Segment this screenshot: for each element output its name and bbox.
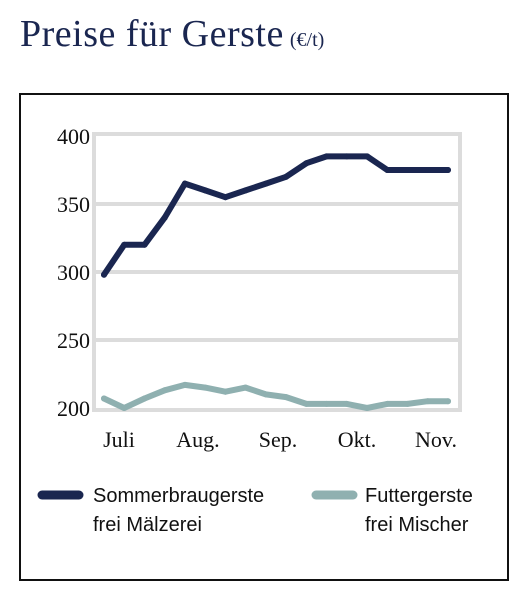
data-point [323, 153, 330, 160]
data-point [384, 400, 391, 407]
data-point [181, 381, 188, 388]
x-tick-label: Nov. [415, 427, 457, 452]
data-point [364, 405, 371, 411]
chart-frame [19, 93, 509, 581]
data-point [242, 187, 249, 194]
data-point [141, 241, 148, 248]
data-point [424, 167, 431, 173]
series-line-1 [101, 381, 451, 411]
x-tick-label: Aug. [176, 427, 219, 452]
y-tick-label: 200 [57, 396, 90, 421]
y-tick-label: 400 [57, 124, 90, 149]
x-tick-label: Juli [103, 427, 135, 452]
data-point [242, 384, 249, 391]
y-tick-label: 300 [57, 260, 90, 285]
series-line-0 [101, 153, 451, 278]
data-point [222, 388, 229, 395]
data-point [141, 395, 148, 402]
data-point [161, 387, 168, 394]
chart-unit: (€/t) [289, 29, 325, 51]
y-tick-label: 350 [57, 192, 90, 217]
data-point [343, 153, 350, 160]
data-point [323, 400, 330, 407]
data-point [202, 384, 209, 391]
data-point [222, 194, 229, 201]
x-axis-tick-labels: Juli Aug. Sep. Okt. Nov. [103, 427, 457, 452]
chart-title: Preise für Gerste [20, 13, 284, 55]
data-point [283, 394, 290, 401]
grid [92, 132, 462, 412]
data-point [404, 167, 411, 173]
y-tick-label: 250 [57, 328, 90, 353]
data-point [445, 167, 451, 173]
data-point [101, 395, 107, 402]
data-point [262, 391, 269, 398]
legend: Sommerbraugerste frei Mälzerei Futtergerst… [37, 485, 473, 536]
data-point [303, 400, 310, 407]
data-point [181, 180, 188, 187]
legend-label: frei Mälzerei [93, 514, 202, 536]
data-point [404, 400, 411, 407]
data-point [424, 398, 431, 405]
data-point [121, 241, 128, 248]
legend-label: Sommerbraugerste [93, 485, 264, 507]
data-point [445, 398, 451, 405]
data-point [384, 167, 391, 173]
legend-label: Futtergerste [365, 485, 473, 507]
x-tick-label: Sep. [259, 427, 298, 452]
data-point [262, 180, 269, 187]
data-point [161, 214, 168, 221]
data-point [364, 153, 371, 160]
data-point [121, 405, 128, 411]
legend-label: frei Mischer [365, 514, 469, 536]
data-point [101, 271, 107, 278]
data-point [303, 160, 310, 167]
y-axis-tick-labels: 200 250 300 350 400 [57, 124, 90, 421]
chart-title-block: Preise für Gerste (€/t) [20, 13, 325, 56]
x-tick-label: Okt. [338, 427, 377, 452]
series-lines [101, 153, 451, 411]
data-point [283, 173, 290, 180]
data-point [343, 400, 350, 407]
data-point [202, 187, 209, 194]
